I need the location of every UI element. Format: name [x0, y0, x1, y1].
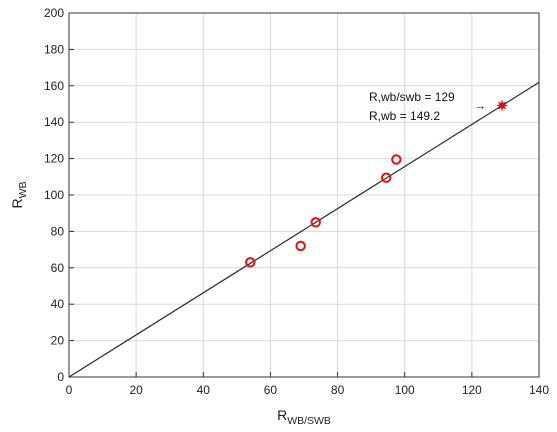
x-tick-label: 20	[129, 383, 143, 397]
y-tick-label: 60	[51, 261, 65, 275]
y-axis-label-main: R	[9, 198, 25, 208]
annotation-line-1: R,wb/swb = 129	[369, 90, 455, 104]
x-axis-label: RWB/SWB	[277, 407, 331, 427]
x-tick-label: 40	[197, 383, 211, 397]
plot-frame	[68, 12, 540, 378]
y-tick-label: 40	[51, 297, 65, 311]
y-tick-label: 80	[51, 224, 65, 238]
y-axis-label: RWB	[9, 181, 29, 208]
y-tick-label: 160	[44, 79, 64, 93]
data-point	[381, 172, 392, 183]
y-tick-label: 100	[44, 188, 64, 202]
y-tick-label: 0	[57, 370, 64, 384]
y-tick-label: 140	[44, 115, 64, 129]
x-axis-label-main: R	[277, 407, 287, 423]
highlight-point	[497, 100, 508, 111]
data-point	[245, 257, 256, 268]
annotation-arrow: →	[474, 98, 486, 112]
x-tick-labels: 0 20 40 60 80 100 120 140	[66, 372, 549, 397]
x-tick-label: 100	[395, 383, 415, 397]
grid-layer	[69, 13, 539, 377]
x-tick-label: 120	[462, 383, 482, 397]
annotation: R,wb/swb = 129 R,wb = 149.2 →	[369, 90, 486, 123]
data-point	[391, 154, 402, 165]
x-tick-label: 60	[264, 383, 278, 397]
y-tick-label: 200	[44, 6, 64, 20]
data-point	[295, 240, 306, 252]
x-tick-label: 0	[66, 383, 73, 397]
data-points	[245, 100, 508, 268]
x-tick-label: 80	[331, 383, 345, 397]
annotation-line-2: R,wb = 149.2	[369, 109, 440, 123]
y-tick-labels: 0 20 40 60 80 100 120 140 160 180 200	[44, 6, 74, 384]
x-tick-label: 140	[529, 383, 549, 397]
data-point	[310, 217, 321, 228]
y-axis-label-sub: WB	[17, 181, 29, 198]
y-tick-label: 20	[51, 334, 65, 348]
y-tick-label: 120	[44, 152, 64, 166]
y-tick-label: 180	[44, 42, 64, 56]
x-axis-label-sub: WB/SWB	[287, 415, 331, 427]
fit-line	[68, 81, 540, 378]
